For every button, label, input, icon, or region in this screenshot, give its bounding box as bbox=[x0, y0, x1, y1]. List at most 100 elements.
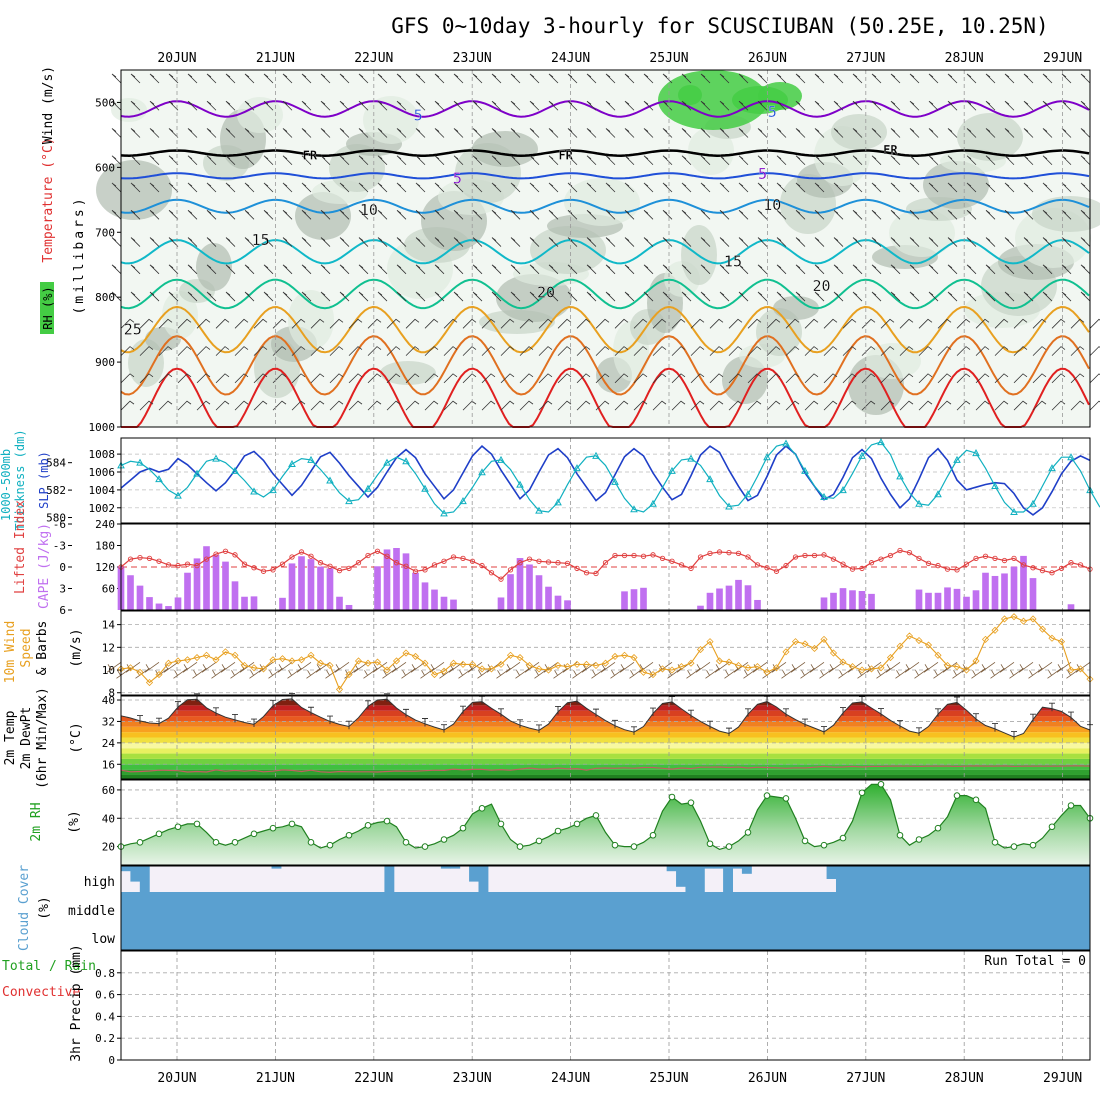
cape-bar bbox=[317, 566, 324, 610]
wind-barb bbox=[852, 100, 863, 111]
wind-barb bbox=[462, 318, 477, 329]
wind-barb bbox=[747, 346, 762, 356]
wind-barb bbox=[358, 182, 369, 193]
rh-shade bbox=[865, 343, 921, 379]
wind-barb bbox=[310, 346, 325, 356]
wind-barb bbox=[890, 291, 901, 302]
y-tick-label: 8 bbox=[108, 687, 115, 700]
wind-barb bbox=[586, 155, 597, 166]
cloud-bar bbox=[967, 866, 978, 892]
wind-barb bbox=[785, 346, 800, 356]
rh-shade bbox=[196, 243, 232, 291]
cloud-bar bbox=[450, 892, 461, 920]
y-tick-label: 1006 bbox=[89, 466, 116, 479]
wind-barb bbox=[367, 318, 382, 329]
wind-barb bbox=[401, 668, 416, 679]
cloud-bar bbox=[741, 920, 752, 950]
wind-barb bbox=[871, 100, 882, 111]
rh-marker bbox=[1048, 823, 1056, 831]
rh-marker bbox=[459, 824, 467, 832]
date-label-top: 26JUN bbox=[748, 51, 787, 66]
cape-bar bbox=[516, 558, 524, 610]
wind-barb bbox=[619, 662, 635, 673]
wind-barb bbox=[215, 400, 230, 411]
cape-bar bbox=[279, 597, 286, 610]
wind-barb bbox=[306, 668, 321, 679]
wind-barb bbox=[681, 264, 692, 275]
rh-marker bbox=[744, 829, 752, 836]
wind-barb bbox=[1004, 155, 1015, 166]
wind-barb bbox=[225, 155, 236, 166]
thickness-marker bbox=[706, 475, 714, 483]
wind-barb bbox=[429, 662, 445, 673]
wind-barb bbox=[358, 128, 369, 138]
wind-barb bbox=[291, 373, 306, 384]
contour-label: 15 bbox=[724, 252, 742, 270]
wind-marker bbox=[307, 651, 315, 659]
wind-barb bbox=[643, 100, 654, 111]
wind-barb bbox=[187, 209, 198, 220]
cloud-bar bbox=[779, 892, 790, 920]
cloud-bar bbox=[694, 920, 705, 950]
wind-barb bbox=[947, 291, 958, 302]
cloud-bar bbox=[196, 892, 207, 920]
thickness-marker bbox=[782, 439, 790, 447]
cloud-bar bbox=[572, 920, 583, 950]
cape-bar bbox=[174, 597, 182, 610]
cape-bar bbox=[383, 549, 391, 610]
wind-marker bbox=[744, 664, 752, 672]
li-marker bbox=[279, 561, 286, 567]
li-marker bbox=[346, 565, 352, 572]
wind-barb bbox=[382, 668, 397, 679]
y-tick-label: 32 bbox=[102, 715, 115, 728]
wind-barb bbox=[472, 100, 483, 111]
wind-barb bbox=[728, 318, 743, 329]
cloud-bar bbox=[883, 866, 893, 892]
wind-barb bbox=[681, 128, 692, 138]
y-title-line: Temperature (°C) bbox=[41, 137, 56, 262]
wind-barb bbox=[947, 73, 958, 84]
wind-barb bbox=[396, 155, 407, 166]
y-tick-label: 1002 bbox=[89, 502, 116, 515]
y-tick-label: 60 bbox=[102, 583, 115, 596]
thickness-marker bbox=[307, 455, 315, 463]
wind-barb bbox=[234, 346, 249, 356]
rh-marker bbox=[915, 836, 923, 843]
li-marker bbox=[583, 570, 590, 576]
cape-bar bbox=[858, 591, 866, 610]
wind-barb bbox=[277, 662, 293, 673]
li-marker bbox=[954, 567, 960, 573]
minmax-bar bbox=[555, 705, 561, 715]
wind-barb bbox=[823, 318, 838, 329]
li-marker bbox=[441, 558, 447, 564]
cloud-bar bbox=[1005, 892, 1016, 920]
wind-barb bbox=[828, 662, 844, 673]
cloud-bar bbox=[544, 892, 555, 920]
wind-barb bbox=[643, 209, 654, 220]
cloud-bar bbox=[883, 892, 893, 920]
contour-label: FR bbox=[303, 148, 318, 162]
wind-barb bbox=[386, 346, 401, 356]
thickness-marker bbox=[497, 455, 505, 463]
wind-barb bbox=[1042, 209, 1053, 220]
cloud-bar bbox=[873, 866, 884, 892]
wind-barb bbox=[814, 209, 825, 220]
wind-marker bbox=[639, 668, 648, 676]
wind-marker bbox=[136, 668, 144, 676]
wind-marker bbox=[326, 661, 334, 670]
cloud-bar bbox=[629, 892, 639, 920]
cloud-bar bbox=[760, 892, 771, 920]
wind-barb bbox=[415, 237, 426, 247]
wind-barb bbox=[909, 182, 920, 193]
wind-barb bbox=[206, 264, 217, 275]
wind-barb bbox=[472, 73, 483, 84]
wind-barb bbox=[234, 400, 249, 411]
li-marker bbox=[1001, 557, 1008, 564]
rh-shade bbox=[363, 96, 419, 144]
li-marker bbox=[574, 565, 580, 572]
wind-marker bbox=[288, 657, 296, 665]
wind-barb bbox=[111, 237, 122, 247]
li-marker bbox=[944, 566, 951, 572]
cloud-bar bbox=[723, 892, 734, 920]
wind-barb bbox=[933, 668, 948, 679]
